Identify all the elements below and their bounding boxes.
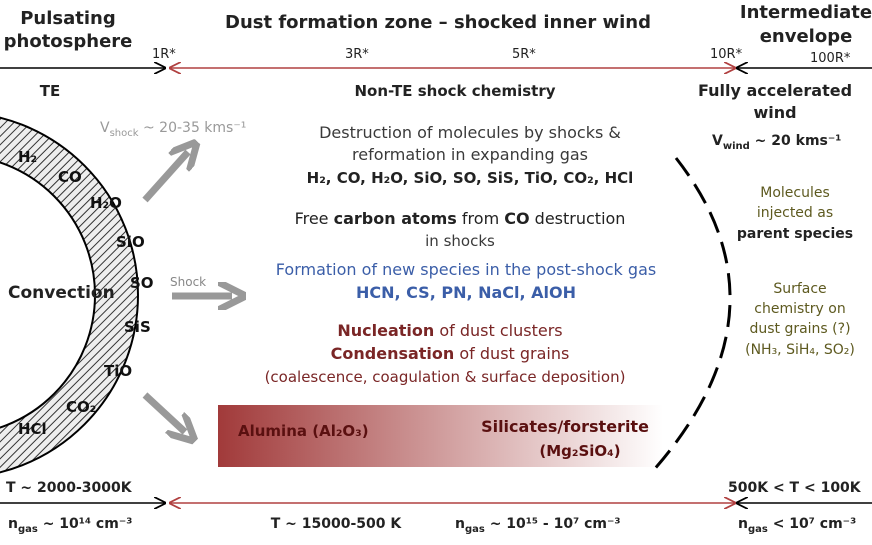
value: ~ 20-35 kms⁻¹ — [139, 120, 247, 136]
flow-arrow — [142, 392, 185, 432]
emphasis: Nucleation — [337, 321, 434, 340]
radius-label: 5R* — [512, 47, 536, 62]
process-text: (coalescence, coagulation & surface depo… — [265, 368, 626, 386]
zone-label: wind — [753, 103, 796, 122]
value: < 10⁷ cm⁻³ — [768, 516, 856, 532]
subscript: wind — [723, 141, 750, 152]
shock-label: Shock — [170, 275, 206, 289]
symbol: n — [455, 516, 465, 532]
star-core — [0, 161, 96, 429]
molecule: SiS — [124, 318, 151, 336]
condensation-text: Condensation of dust grains — [331, 344, 570, 363]
text: from — [457, 209, 504, 228]
text: destruction — [530, 209, 626, 228]
shock-velocity: Vshock ~ 20-35 kms⁻¹ — [100, 120, 246, 139]
right-note: injected as — [757, 205, 833, 221]
subscript: shock — [110, 128, 139, 139]
molecule: SO — [130, 274, 154, 292]
density: ngas ~ 10¹⁴ cm⁻³ — [8, 516, 132, 535]
carbon-text: Free carbon atoms from CO destruction — [295, 209, 626, 228]
destruction-text: reformation in expanding gas — [352, 145, 588, 164]
temperature: T ~ 15000-500 K — [271, 516, 403, 532]
nucleation-text: Nucleation of dust clusters — [337, 321, 562, 340]
grain-label: Silicates/forsterite — [481, 417, 649, 436]
header-left: photosphere — [4, 31, 133, 52]
right-note: chemistry on — [754, 301, 845, 317]
text: of dust grains — [454, 344, 569, 363]
formation-text: Formation of new species in the post-sho… — [276, 260, 656, 279]
value: ~ 10¹⁵ - 10⁷ cm⁻³ — [485, 516, 621, 532]
emphasis: CO — [504, 209, 529, 228]
molecule: H₂ — [18, 148, 37, 166]
header-title: Dust formation zone – shocked inner wind — [225, 12, 651, 33]
destruction-text: Destruction of molecules by shocks & — [319, 123, 621, 142]
zone-label: Fully accelerated — [698, 81, 852, 100]
symbol: n — [738, 516, 748, 532]
boundary-arc — [650, 157, 732, 473]
right-note: Surface — [773, 281, 826, 297]
value: ~ 20 kms⁻¹ — [750, 133, 842, 149]
subscript: gas — [465, 524, 485, 535]
radius-label: 100R* — [810, 51, 851, 66]
grain-gradient — [218, 405, 663, 467]
molecule: H₂O — [90, 194, 122, 212]
header-right: envelope — [760, 26, 853, 47]
molecule: HCl — [18, 420, 47, 438]
grain-label: Alumina (Al₂O₃) — [238, 422, 369, 440]
core-label: Convection — [8, 283, 115, 303]
wind-velocity: Vwind ~ 20 kms⁻¹ — [712, 133, 841, 152]
radius-label: 1R* — [152, 47, 176, 62]
right-note: parent species — [737, 226, 853, 242]
header-right: Intermediate — [740, 2, 872, 23]
carbon-text: in shocks — [425, 232, 495, 250]
density: ngas < 10⁷ cm⁻³ — [738, 516, 856, 535]
molecule-list: H₂, CO, H₂O, SiO, SO, SiS, TiO, CO₂, HCl — [307, 169, 634, 187]
symbol: V — [100, 120, 110, 136]
flow-arrow — [142, 152, 188, 203]
molecule: SiO — [116, 233, 145, 251]
zone-label: TE — [40, 82, 60, 100]
header-left: Pulsating — [20, 8, 116, 29]
radius-label: 10R* — [710, 47, 743, 62]
grain-label: (Mg₂SiO₄) — [539, 442, 620, 460]
temperature: T ~ 2000-3000K — [6, 480, 133, 496]
emphasis: carbon atoms — [334, 209, 457, 228]
symbol: n — [8, 516, 18, 532]
emphasis: Condensation — [331, 344, 455, 363]
molecule: CO — [58, 168, 82, 186]
temperature: 500K < T < 100K — [728, 480, 862, 496]
density: ngas ~ 10¹⁵ - 10⁷ cm⁻³ — [455, 516, 621, 535]
molecule: CO₂ — [66, 398, 96, 416]
radius-label: 3R* — [345, 47, 369, 62]
subscript: gas — [18, 524, 38, 535]
text: of dust clusters — [434, 321, 562, 340]
value: ~ 10¹⁴ cm⁻³ — [38, 516, 133, 532]
symbol: V — [712, 133, 723, 149]
molecule: TiO — [104, 362, 132, 380]
subscript: gas — [748, 524, 768, 535]
zone-label: Non-TE shock chemistry — [354, 82, 555, 100]
formation-species: HCN, CS, PN, NaCl, AlOH — [356, 283, 576, 302]
right-note: dust grains (?) — [749, 321, 850, 337]
right-note: Molecules — [760, 185, 830, 201]
text: Free — [295, 209, 334, 228]
right-note: (NH₃, SiH₄, SO₂) — [745, 342, 855, 358]
